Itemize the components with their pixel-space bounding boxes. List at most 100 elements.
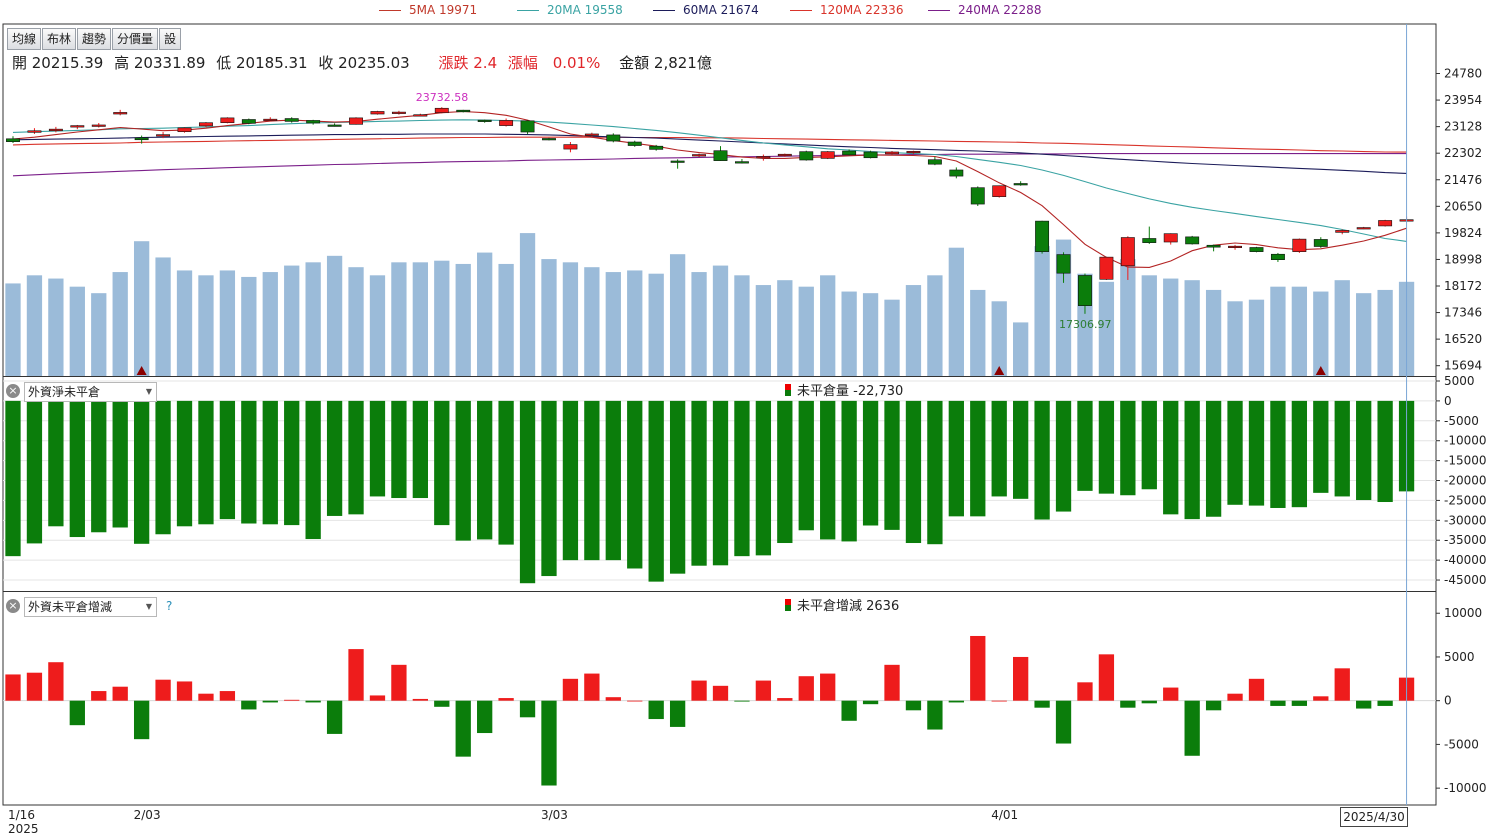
low-value: 低 20185.31 (216, 54, 308, 72)
candle-body (756, 156, 771, 159)
volume-bar (412, 262, 428, 376)
candle-body (413, 114, 428, 117)
change-bar (841, 700, 857, 721)
legend-ma240-label: 240MA 22288 (958, 3, 1042, 17)
change-bar (391, 664, 407, 701)
change-bar (133, 700, 150, 740)
change-bar (477, 700, 493, 734)
oi-bar (1141, 400, 1157, 490)
change-bar (1184, 700, 1200, 756)
change-bar (455, 700, 471, 757)
legend-ma60: 60MA 21674 (653, 3, 759, 17)
change-bar (91, 691, 107, 701)
candle-body (863, 151, 878, 159)
close-panel3-icon[interactable]: × (6, 599, 20, 613)
price-axis-label: 18998 (1444, 252, 1482, 266)
date-axis-label: 2/03 (134, 808, 161, 822)
oi-bar (798, 400, 814, 531)
candle-body (563, 144, 578, 150)
change-bar (562, 678, 579, 701)
oi-bar (648, 400, 664, 582)
change-bar (691, 680, 707, 701)
panel2-select-label: 外資淨未平倉 (28, 385, 101, 399)
oi-axis-label: 0 (1444, 394, 1452, 408)
candle-body (606, 134, 621, 142)
candle-body (713, 150, 728, 161)
candle-body (1378, 220, 1393, 227)
change-bar (1313, 696, 1329, 701)
volume-bar (241, 276, 257, 376)
volume-bar (1205, 289, 1222, 376)
legend-ma240: 240MA 22288 (928, 3, 1041, 17)
trend-toggle-button[interactable]: 趨勢 (77, 28, 112, 50)
oi-axis-label: -20000 (1444, 474, 1487, 488)
oi-bar (605, 400, 621, 561)
panel3-indicator-select[interactable]: 外資未平倉增減 ▼ (24, 597, 157, 617)
candle-body (6, 138, 20, 142)
oi-bar (412, 400, 428, 499)
ohlc-readout: 開 20215.39 高 20331.89 低 20185.31 收 20235… (12, 52, 718, 73)
ma240-line (12, 153, 1407, 177)
candle-body (1035, 220, 1050, 252)
change-axis-label: -10000 (1444, 781, 1487, 795)
candle-body (1206, 244, 1221, 248)
volume-bar (798, 286, 814, 376)
change-bar (69, 700, 85, 726)
legend-ma20-swatch (517, 10, 539, 11)
help-icon[interactable]: ? (166, 599, 173, 613)
price-volume-toggle-button[interactable]: 分價量 (112, 28, 159, 50)
oi-bar (1205, 400, 1222, 517)
close-value: 收 20235.03 (318, 54, 410, 72)
volume-bar (927, 275, 943, 376)
legend-ma5: 5MA 19971 (379, 3, 477, 17)
ma-toggle-button[interactable]: 均線 (7, 28, 42, 50)
change-bar (927, 700, 943, 730)
change-bar (1013, 656, 1029, 701)
volume-bar (519, 233, 536, 376)
oi-bar (219, 400, 236, 520)
change-bar (326, 700, 343, 734)
change-bar (498, 698, 514, 701)
volume-bar (905, 285, 922, 376)
legend-ma120-swatch (790, 10, 812, 11)
oi-bar (691, 400, 707, 566)
change-bar (412, 698, 428, 701)
oi-bar (1377, 400, 1393, 503)
oi-bar (48, 400, 64, 527)
change-bar (1098, 654, 1115, 701)
oi-bar (1227, 400, 1243, 505)
volume-bar (48, 278, 64, 376)
candle-body (220, 117, 235, 124)
volume-bar (1034, 246, 1050, 376)
oi-bar (1313, 400, 1329, 493)
oi-bar (69, 400, 85, 538)
close-panel2-icon[interactable]: × (6, 384, 20, 398)
change-axis-label: -5000 (1444, 737, 1479, 751)
legend-ma120-label: 120MA 22336 (820, 3, 904, 17)
change-bar (669, 700, 686, 727)
volume-bar (820, 275, 836, 376)
oi-axis-label: -10000 (1444, 434, 1487, 448)
ma60-line (12, 133, 1407, 174)
volume-bar (477, 252, 493, 376)
oi-bar (841, 400, 857, 542)
oi-bar (905, 400, 922, 544)
volume-bar (369, 275, 386, 376)
volume-bar (498, 263, 514, 376)
settings-button[interactable]: 設 (159, 28, 182, 50)
panel2-indicator-select[interactable]: 外資淨未平倉 ▼ (24, 382, 157, 402)
legend-ma20: 20MA 19558 (517, 3, 623, 17)
oi-axis-label: -5000 (1444, 414, 1479, 428)
change-bar (541, 700, 557, 786)
ma20-line (12, 119, 1407, 242)
oi-axis-label: -30000 (1444, 513, 1487, 527)
oi-bar (820, 400, 836, 540)
signal-marker (136, 366, 147, 375)
candle-body (670, 160, 685, 163)
change-axis-label: 10000 (1444, 606, 1482, 620)
bollinger-toggle-button[interactable]: 布林 (42, 28, 77, 50)
volume-bar (841, 291, 857, 376)
candle-body (434, 107, 449, 114)
candle-body (799, 151, 814, 161)
